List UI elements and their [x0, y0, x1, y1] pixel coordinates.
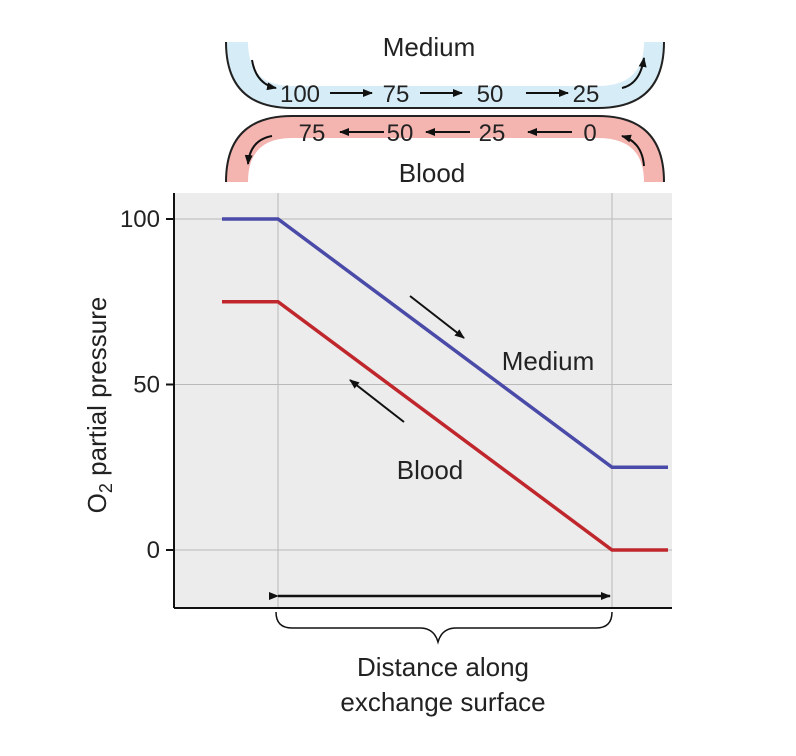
- blood-direction-arrow: [349, 379, 405, 423]
- blood-flow-value: 0: [583, 120, 596, 147]
- medium-outflow-arrow: [621, 57, 647, 89]
- blood-flow-value: 25: [479, 120, 506, 147]
- medium-label: Medium: [383, 32, 475, 62]
- y-tick-label: 0: [147, 537, 160, 564]
- medium-flow-value: 25: [573, 81, 600, 108]
- medium-flow-value: 50: [477, 81, 504, 108]
- plot-area: [174, 193, 672, 608]
- blood-flow-value: 75: [299, 120, 326, 147]
- medium-inflow-arrow: [251, 59, 277, 91]
- y-ticks: 100 50 0: [120, 206, 174, 564]
- blood-inflow-arrow: [621, 134, 645, 167]
- series-line-blood: [222, 300, 668, 552]
- y-tick-label: 100: [120, 206, 160, 233]
- blood-label: Blood: [399, 158, 466, 188]
- distance-bracket: [275, 611, 613, 645]
- series-lines: [222, 217, 668, 552]
- medium-channel: [226, 42, 664, 108]
- medium-channel-outline: [225, 41, 665, 109]
- series-line-medium: [222, 217, 668, 469]
- series-label-medium: Medium: [502, 346, 594, 376]
- exchange-schematic: Medium Blood 100 75 50 25 75 50 25 0: [225, 32, 665, 188]
- y-axis-label-subscript: 2: [96, 483, 116, 493]
- medium-flow-value: 75: [383, 81, 410, 108]
- series-label-blood: Blood: [397, 455, 464, 485]
- medium-flow-value: 100: [280, 81, 320, 108]
- y-axis-label: O2 partial pressure: [82, 297, 116, 514]
- distance-label-line1: Distance along: [357, 652, 529, 682]
- blood-channel-outline: [225, 115, 665, 183]
- y-axis-label-rest: partial pressure: [82, 297, 112, 483]
- medium-direction-arrow: [409, 295, 465, 339]
- y-tick-label: 50: [133, 372, 160, 399]
- distance-label-line2: exchange surface: [340, 687, 545, 717]
- blood-outflow-arrow: [244, 135, 273, 165]
- blood-flow-value: 50: [387, 120, 414, 147]
